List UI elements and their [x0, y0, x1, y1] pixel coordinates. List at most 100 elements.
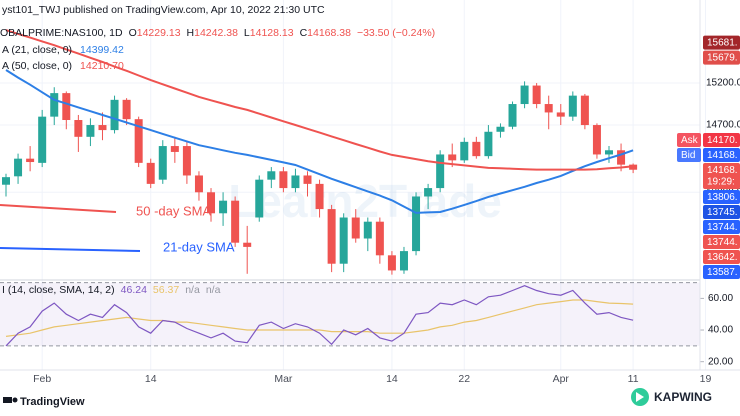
candle-body	[26, 158, 35, 163]
rsi-band	[0, 282, 700, 346]
x-tick-label: 14	[386, 373, 398, 385]
candle-body	[436, 154, 445, 189]
ohlc-key: O	[129, 27, 137, 39]
candle-body	[38, 116, 47, 163]
price-tag	[703, 265, 740, 279]
annotation-line	[0, 247, 141, 252]
candle-body	[387, 255, 396, 271]
price-tag-countdown: 19:29:	[707, 177, 735, 188]
candle-body	[460, 141, 469, 161]
price-tag	[703, 163, 740, 189]
price-tag-name-bg	[677, 148, 701, 162]
candle-body	[170, 146, 179, 152]
price-tag	[703, 235, 740, 249]
candle-body	[255, 179, 264, 218]
candle-body	[508, 104, 517, 127]
ohlc-key: H	[187, 27, 195, 39]
candle-body	[207, 192, 216, 214]
x-tick-label: Apr	[553, 373, 570, 385]
candle-body	[219, 200, 228, 214]
footer-logo: KAPWING	[631, 388, 712, 406]
sma-name: A (50, close, 0)	[2, 60, 72, 72]
candle-body	[484, 131, 493, 157]
logo: KAPWING	[654, 390, 712, 404]
brand: TradingView	[20, 396, 85, 408]
candle-body	[158, 146, 167, 180]
rsi-value: 56.37	[153, 284, 179, 296]
candle-body	[339, 217, 348, 264]
price-tag-label: 13744.	[707, 237, 738, 248]
candle-body	[267, 171, 276, 180]
price-tag-name: Bid	[681, 150, 695, 161]
brand-icon	[12, 397, 18, 403]
candle-body	[472, 141, 481, 157]
candle-body	[74, 120, 83, 137]
candle-body	[279, 171, 288, 189]
price-tag-name: Ask	[681, 135, 699, 146]
x-tick-label: 14	[145, 373, 157, 385]
candle-body	[327, 209, 336, 264]
sma-value: 14399.42	[80, 44, 124, 56]
candle-body	[146, 162, 155, 184]
sma-legend: A (50, close, 0) 14210.70	[2, 60, 124, 72]
rsi-name: I (14, close, SMA, 14, 2)	[2, 284, 115, 296]
x-tick-label: Feb	[33, 373, 51, 385]
price-tag-name-bg	[677, 133, 701, 147]
sma-name: A (21, close, 0)	[2, 44, 72, 56]
candle-body	[580, 95, 589, 126]
watermark: Learn2Trade	[228, 175, 502, 227]
candle-body	[2, 177, 10, 185]
candle-body	[412, 196, 421, 252]
candle-body	[568, 95, 577, 117]
price-tag-label: 13642.	[707, 252, 738, 263]
candle-body	[315, 183, 324, 210]
price-tag	[703, 35, 740, 50]
rsi-legend: I (14, close, SMA, 14, 2) 46.24 56.37 n/a n/…	[2, 284, 221, 296]
price-tag	[703, 50, 740, 65]
symbol: OBALPRIME:NAS100, 1D	[0, 27, 123, 39]
candle-body	[520, 85, 529, 105]
price-tag-label: 14168.	[707, 150, 738, 161]
x-tick-label: 22	[458, 373, 470, 385]
ohlc-key: L	[244, 27, 250, 39]
sma-line	[5, 69, 634, 214]
plot	[2, 29, 638, 347]
y-tick-label: 14700.0	[706, 120, 740, 131]
y-tick-label: 40.00	[708, 325, 733, 336]
rsi-value: n/a	[206, 284, 221, 296]
brand-icon	[3, 397, 12, 403]
change: −33.50 (−0.24%)	[357, 27, 435, 39]
sma-value: 14210.70	[80, 60, 124, 72]
rsi-value: 46.24	[121, 284, 147, 296]
candle-body	[351, 217, 360, 239]
rsi-line	[5, 285, 634, 347]
candle-body	[14, 158, 23, 177]
candle-body	[363, 221, 372, 239]
x-tick-label: 19	[700, 373, 712, 385]
price-tag-label: 14168.	[707, 165, 738, 176]
price-tag	[703, 205, 740, 219]
candle-body	[98, 125, 107, 131]
candle-body	[122, 99, 131, 120]
rsi-value: n/a	[185, 284, 200, 296]
price-tag-label: 15681.	[707, 38, 738, 49]
candle-body	[532, 85, 541, 105]
annotation: 50 -day SMA	[136, 203, 211, 218]
price-tag-label: 15679.	[707, 53, 738, 64]
candle-body	[50, 93, 59, 117]
candle-body	[110, 99, 119, 131]
price-tag	[703, 190, 740, 204]
x-tick-label: 11	[628, 373, 639, 385]
candle-body	[182, 146, 191, 176]
y-tick-label: 15200.0	[706, 78, 740, 89]
price-tag-label: 14170.	[707, 135, 738, 146]
rsi-line	[5, 299, 634, 337]
candle-body	[86, 125, 95, 137]
sma-legend: A (21, close, 0) 14399.42	[2, 44, 124, 56]
candle-body	[134, 119, 143, 163]
x-tick-label: Mar	[274, 373, 293, 385]
candle-body	[556, 112, 565, 117]
annotation: 21-day SMA	[163, 239, 235, 254]
price-tag	[703, 220, 740, 234]
price-tag	[703, 133, 740, 147]
